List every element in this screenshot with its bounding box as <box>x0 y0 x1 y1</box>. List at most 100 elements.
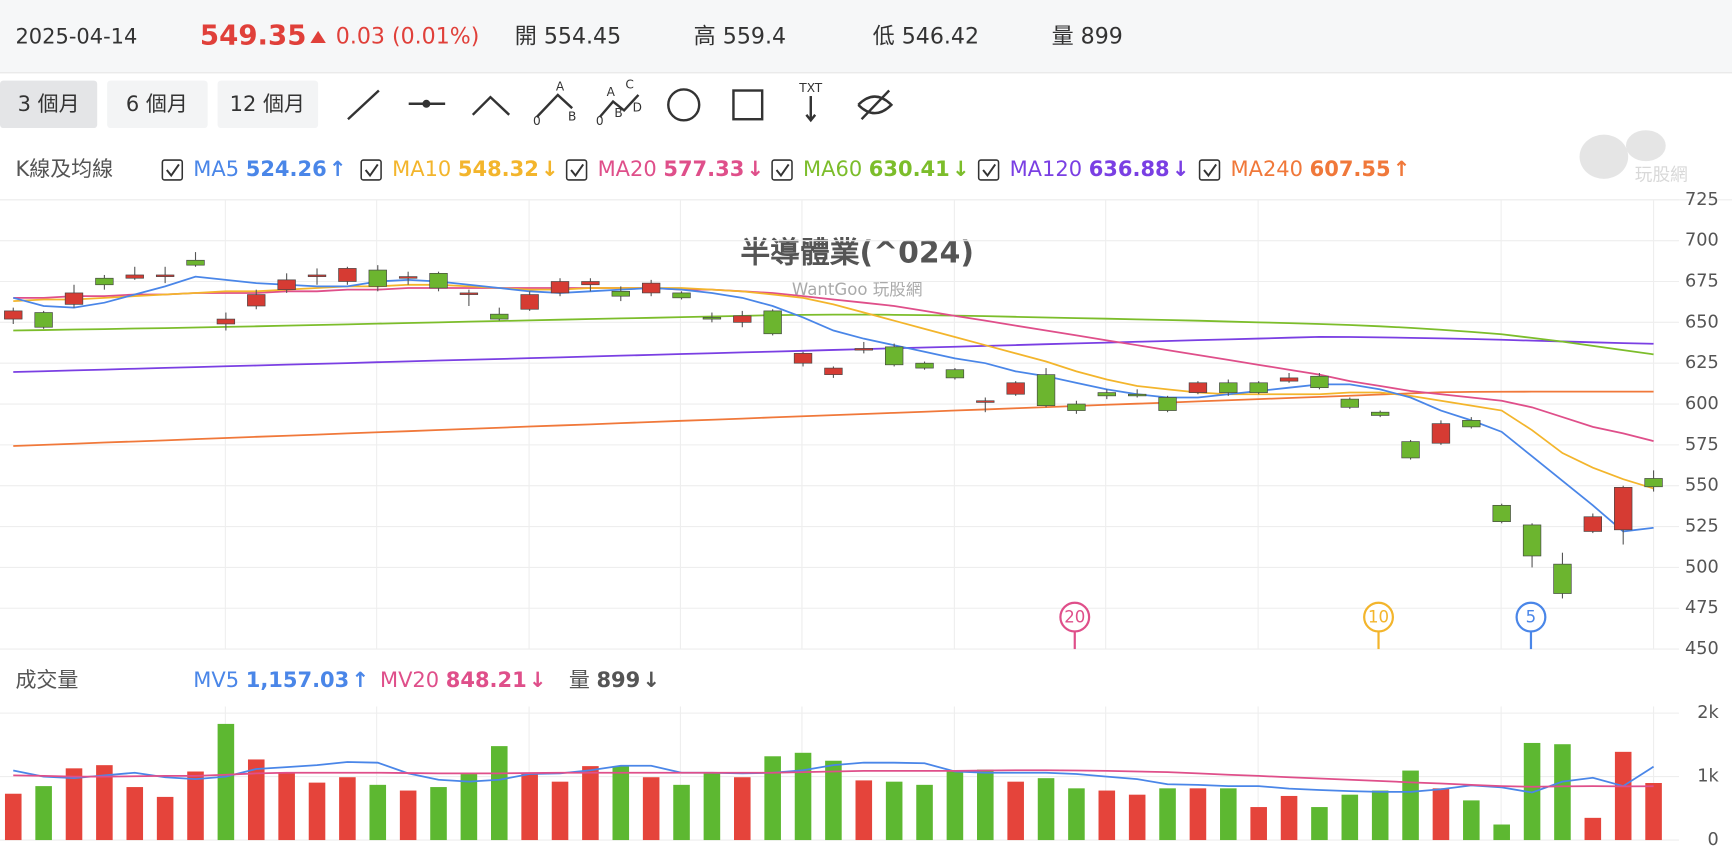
volume-bar <box>1402 770 1419 841</box>
range-label[interactable]: 12 個月 <box>230 92 305 116</box>
candle-body <box>429 272 448 289</box>
volume-bar <box>1189 788 1207 841</box>
candle-body <box>1188 382 1208 393</box>
legend-checkbox <box>771 159 793 181</box>
y-tick-label: 675 <box>1685 271 1719 291</box>
volume-bar <box>551 781 569 841</box>
legend-item: MA120 636.88 ↓ <box>1010 157 1190 181</box>
legend-name: MA240 <box>1231 157 1303 181</box>
y-tick-label: 0 <box>1708 830 1719 850</box>
legend-value: 848.21 <box>446 668 527 692</box>
annotation-label: 5 <box>1526 608 1537 627</box>
tool-letter: B <box>568 110 576 124</box>
volume-value: 899 <box>1081 25 1123 50</box>
volume-bar <box>1614 751 1632 841</box>
volume-bar <box>217 723 235 841</box>
tool-abcd[interactable] <box>598 94 640 118</box>
candle-body <box>945 369 965 379</box>
candle-body <box>1431 423 1451 444</box>
annotation-label: 20 <box>1064 608 1085 627</box>
tool-letter: 0 <box>596 114 604 128</box>
up-triangle <box>310 30 326 44</box>
candle-body <box>1401 441 1420 459</box>
candle-body <box>1036 374 1056 406</box>
legend-name: MA10 <box>392 157 451 181</box>
candle-body <box>398 276 418 279</box>
candle-body <box>1249 382 1268 393</box>
volume-bar <box>4 793 22 841</box>
candle-body <box>1614 487 1633 531</box>
high-value: 559.4 <box>723 25 786 50</box>
volume-bar <box>855 780 873 841</box>
volume-bar <box>430 787 447 841</box>
legend-name: MA120 <box>1010 157 1082 181</box>
volume-bar <box>247 759 265 841</box>
tool-angle[interactable] <box>471 95 511 116</box>
tool-line[interactable] <box>347 89 380 121</box>
candle-body <box>824 367 843 375</box>
volume-bar <box>1584 817 1602 841</box>
tool-letter: A <box>607 85 616 99</box>
volume-bar <box>308 782 326 841</box>
legend-trend: ↑ <box>351 668 369 692</box>
legend-check <box>364 163 379 178</box>
tool-letter: D <box>633 101 642 115</box>
tool-arrow <box>805 114 817 123</box>
volume-bar <box>977 769 994 841</box>
volume-bar <box>1007 781 1024 841</box>
tool-letter: B <box>614 106 622 120</box>
candle-body <box>64 292 84 305</box>
volume-bar <box>1068 788 1085 841</box>
mv-line <box>13 769 1654 788</box>
y-tick-label: 500 <box>1685 557 1719 577</box>
ma-line <box>13 336 1654 373</box>
range-button[interactable] <box>217 80 319 129</box>
volume-bar <box>1463 800 1480 841</box>
range-button[interactable] <box>107 80 208 129</box>
legend-name: 量 <box>569 668 590 692</box>
volume-bar <box>1523 742 1541 841</box>
tool-letter: TXT <box>798 81 823 95</box>
candle-body <box>34 312 53 328</box>
legend-value: 577.33 <box>663 157 744 181</box>
vertical-grid <box>224 199 1655 841</box>
tool-rect[interactable] <box>732 89 764 121</box>
range-label[interactable]: 3 個月 <box>18 92 80 116</box>
tool-hide[interactable] <box>857 89 894 121</box>
range-label[interactable]: 6 個月 <box>126 92 188 116</box>
legend-name: MA5 <box>193 157 239 181</box>
legend-value: 636.88 <box>1089 157 1170 181</box>
volume-bar <box>1554 744 1571 841</box>
tool-circle[interactable] <box>667 88 701 122</box>
candle-body <box>247 294 266 307</box>
y-tick-label: 700 <box>1685 231 1719 251</box>
legend-item: MA20 577.33 ↓ <box>598 157 765 181</box>
candle-body <box>1492 504 1511 522</box>
candle-body <box>1522 524 1542 557</box>
candle-body <box>1644 478 1663 488</box>
legend-check <box>1203 163 1217 178</box>
volume-bar <box>187 771 204 841</box>
volume-bar <box>582 766 599 841</box>
candle-body <box>1279 377 1299 382</box>
volume-bar <box>460 774 478 841</box>
tool-dot <box>422 99 431 108</box>
legend-item: MV20 848.21 ↓ <box>380 668 547 692</box>
volume-bar <box>1311 807 1328 841</box>
ma-line <box>13 390 1654 447</box>
logo-bubble <box>1625 130 1666 162</box>
mv-line <box>13 761 1655 794</box>
legend-title: K線及均線 <box>15 157 113 181</box>
candle-body <box>186 259 205 266</box>
legend-checkbox <box>161 159 184 181</box>
candle-body <box>976 400 995 403</box>
y-tick-label: 525 <box>1685 517 1719 537</box>
volume-bar <box>369 784 387 841</box>
volume-bar <box>278 772 295 841</box>
range-button[interactable] <box>0 80 98 129</box>
candle-body <box>95 277 114 286</box>
chart-subtitle: WantGoo 玩股網 <box>792 280 922 299</box>
candle-body <box>1310 375 1329 389</box>
tool-ab[interactable] <box>535 93 574 118</box>
y-tick-label: 725 <box>1685 190 1719 210</box>
